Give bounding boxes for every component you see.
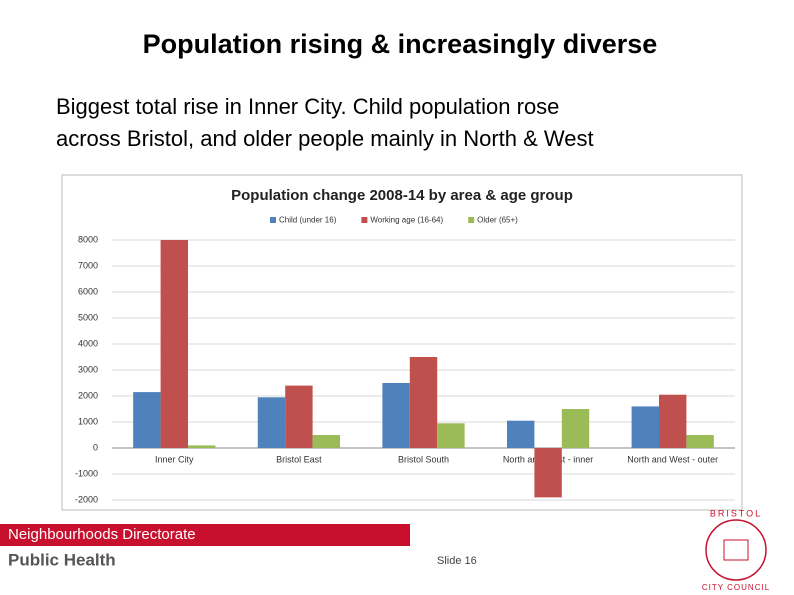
y-tick-label: 2000 <box>78 390 98 400</box>
y-tick-label: 6000 <box>78 286 98 296</box>
bar <box>534 448 562 498</box>
footer-banner-text: Neighbourhoods Directorate <box>8 526 196 543</box>
legend-swatch <box>361 217 368 223</box>
bar <box>631 406 659 448</box>
bar <box>160 240 189 448</box>
bar <box>506 420 535 448</box>
y-tick-label: 4000 <box>78 338 98 348</box>
y-tick-label: 7000 <box>78 260 98 270</box>
bar <box>133 392 161 448</box>
legend-label: Older (65+) <box>477 216 518 225</box>
slide-title: Population rising & increasingly diverse <box>143 29 658 59</box>
legend-swatch <box>270 217 276 223</box>
subtitle: across Bristol, and older people mainly … <box>56 126 594 151</box>
subtitle: Biggest total rise in Inner City. Child … <box>56 94 559 119</box>
y-tick-label: 3000 <box>78 364 98 374</box>
legend-label: Working age (16-64) <box>370 216 443 225</box>
y-tick-label: 1000 <box>78 416 98 426</box>
x-tick-label: Inner City <box>155 454 194 464</box>
logo-ship <box>723 539 749 561</box>
footer-banner <box>0 524 410 546</box>
bar <box>686 435 714 448</box>
y-tick-label: -2000 <box>75 494 98 504</box>
legend-label: Child (under 16) <box>279 216 337 225</box>
bar <box>658 394 687 448</box>
logo <box>705 519 767 581</box>
y-tick-label: 0 <box>93 442 98 452</box>
chart-title: Population change 2008-14 by area & age … <box>231 187 573 204</box>
x-tick-label: Bristol South <box>398 454 449 464</box>
x-tick-label: Bristol East <box>276 454 322 464</box>
y-tick-label: -1000 <box>75 468 98 478</box>
footer-brand: Public Health <box>8 550 116 569</box>
bar <box>437 423 465 448</box>
bar <box>409 357 438 448</box>
logo-text: BRISTOL <box>710 508 762 518</box>
y-tick-label: 8000 <box>78 234 98 244</box>
slide-number: Slide 16 <box>437 555 477 567</box>
bar <box>561 409 590 448</box>
bar <box>188 445 216 448</box>
legend-swatch <box>468 217 475 223</box>
logo-text: CITY COUNCIL <box>702 583 770 592</box>
x-tick-label: North and West - outer <box>627 454 718 464</box>
y-tick-label: 5000 <box>78 312 98 322</box>
bar <box>257 397 286 448</box>
bar <box>382 383 410 448</box>
bar <box>312 435 341 448</box>
bar <box>285 385 313 448</box>
